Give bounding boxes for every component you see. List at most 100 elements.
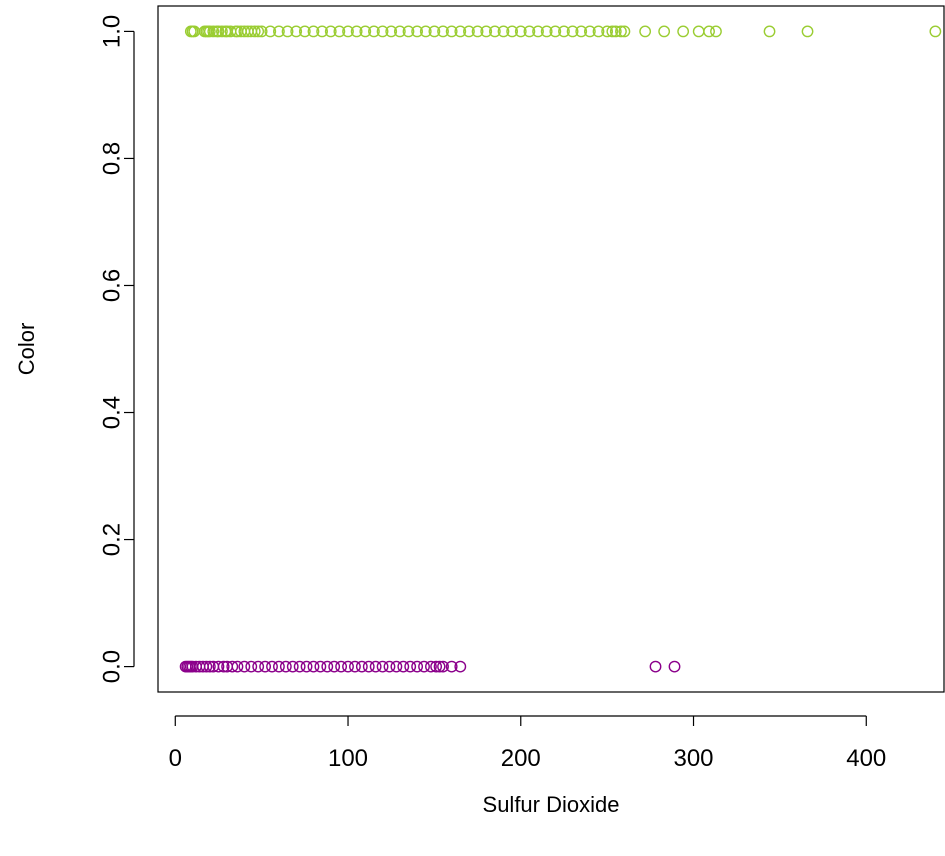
data-point <box>212 25 225 38</box>
x-tick-label: 200 <box>501 745 541 772</box>
y-tick-label: 0.2 <box>99 523 126 556</box>
data-point <box>575 25 588 38</box>
data-point <box>609 25 622 38</box>
data-point <box>307 660 320 673</box>
data-point <box>248 25 261 38</box>
data-point <box>425 660 437 673</box>
data-point <box>437 25 449 38</box>
data-point <box>362 660 375 673</box>
data-point <box>404 660 417 673</box>
data-point <box>342 25 354 38</box>
data-point <box>411 660 424 673</box>
data-point <box>639 25 652 38</box>
x-axis: 0 100 200 300 400 <box>169 715 886 772</box>
data-point <box>668 660 681 673</box>
data-point <box>428 25 441 38</box>
data-point <box>252 25 265 38</box>
y-tick-label: 0.4 <box>99 396 126 429</box>
data-point <box>300 660 313 673</box>
data-point <box>929 25 942 38</box>
data-point <box>259 660 272 673</box>
data-point <box>286 660 299 673</box>
data-point <box>293 660 306 673</box>
y-tick-label: 0.6 <box>99 269 126 302</box>
data-point <box>368 25 380 38</box>
data-point <box>454 25 467 38</box>
data-point <box>290 25 303 38</box>
data-point <box>397 660 410 673</box>
data-point <box>390 660 403 673</box>
data-point <box>454 660 467 673</box>
y-tick-label: 0.0 <box>99 650 126 683</box>
x-tick-label: 400 <box>846 745 886 772</box>
data-point <box>359 25 372 38</box>
data-point <box>266 660 278 673</box>
data-point <box>350 25 363 38</box>
x-tick-label: 100 <box>328 745 368 772</box>
data-point <box>207 25 220 38</box>
data-point <box>321 660 334 673</box>
data-point <box>419 25 432 38</box>
data-point <box>649 660 662 673</box>
data-point <box>238 660 251 673</box>
y-axis-label: Color <box>14 323 39 376</box>
data-point <box>328 660 341 673</box>
data-point <box>601 25 614 38</box>
plot-box <box>157 5 945 693</box>
data-point <box>433 660 446 673</box>
data-point <box>801 25 814 38</box>
data-point <box>703 25 715 38</box>
data-point <box>264 25 277 38</box>
data-point <box>376 660 389 673</box>
data-point <box>411 25 424 38</box>
data-point <box>658 25 671 38</box>
data-point <box>383 660 396 673</box>
data-point <box>566 25 579 38</box>
data-point <box>523 25 536 38</box>
data-point <box>314 660 327 673</box>
data-point <box>335 660 348 673</box>
data-point <box>273 25 285 38</box>
data-point <box>342 660 354 673</box>
data-point <box>488 25 501 38</box>
data-point <box>402 25 415 38</box>
data-point <box>558 25 570 38</box>
data-point <box>355 660 368 673</box>
data-point <box>333 25 346 38</box>
data-point <box>606 25 619 38</box>
data-point <box>279 660 292 673</box>
data-point <box>418 660 430 673</box>
y-axis: 0.0 0.2 0.4 0.6 0.8 1.0 <box>99 15 135 683</box>
data-point <box>618 25 631 38</box>
data-point <box>231 660 244 673</box>
data-point <box>376 25 389 38</box>
data-point <box>252 660 265 673</box>
data-point <box>203 660 216 673</box>
data-point <box>506 25 519 38</box>
data-point <box>549 25 562 38</box>
data-point <box>463 25 475 38</box>
data-point <box>615 25 627 38</box>
data-point <box>763 25 776 38</box>
data-point <box>307 25 320 38</box>
data-point <box>497 25 510 38</box>
data-point <box>445 660 458 673</box>
data-point <box>216 25 228 38</box>
data-points <box>179 25 942 673</box>
data-point <box>393 25 406 38</box>
data-point <box>245 660 258 673</box>
x-axis-label: Sulfur Dioxide <box>483 792 620 817</box>
x-tick-label: 300 <box>673 745 713 772</box>
data-point <box>471 25 484 38</box>
data-point <box>316 25 329 38</box>
data-point <box>445 25 458 38</box>
data-point <box>532 25 544 38</box>
data-point <box>255 25 268 38</box>
data-point <box>281 25 294 38</box>
data-point <box>540 25 553 38</box>
data-point <box>692 25 705 38</box>
data-point <box>514 25 527 38</box>
data-point <box>677 25 690 38</box>
